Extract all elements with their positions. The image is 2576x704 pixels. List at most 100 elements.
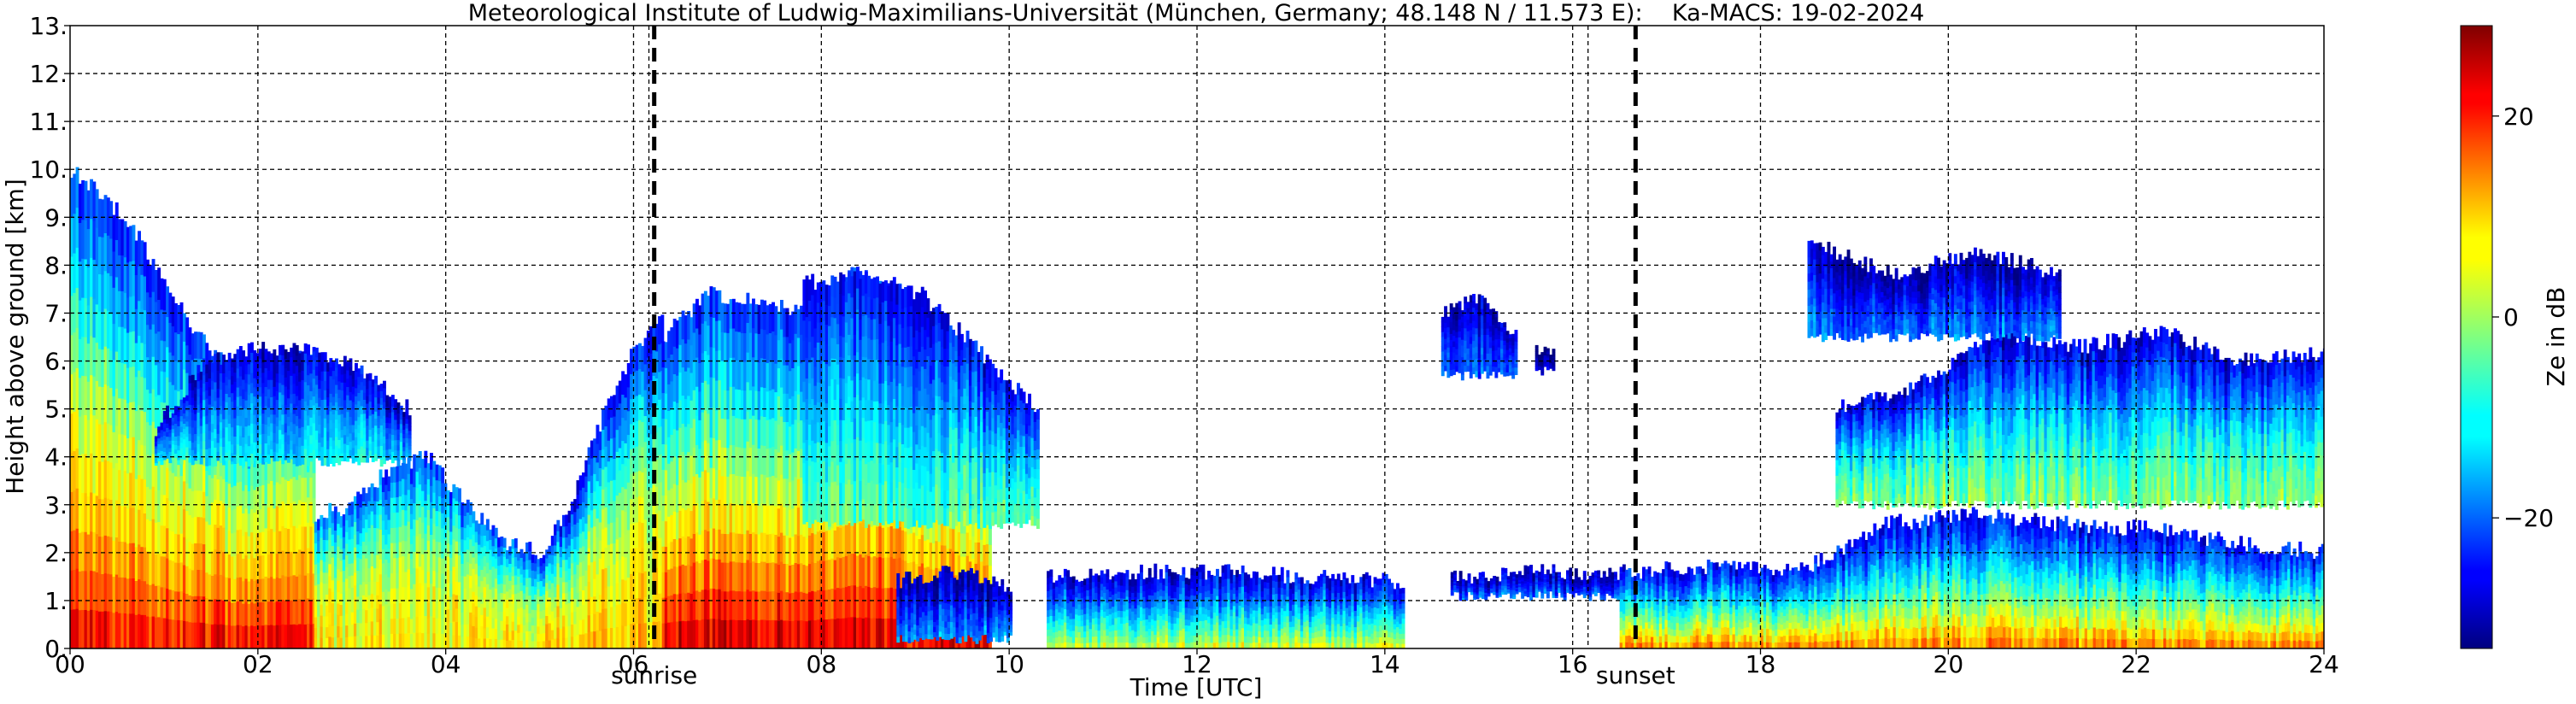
echo-cell xyxy=(698,505,702,535)
echo-cell xyxy=(511,630,515,640)
echo-cell xyxy=(615,385,619,408)
echo-cell xyxy=(371,400,375,408)
echo-cell xyxy=(273,349,277,360)
echo-cell xyxy=(250,554,254,579)
echo-cell xyxy=(191,390,195,398)
echo-cell xyxy=(768,361,772,391)
echo-cell xyxy=(349,425,353,434)
echo-cell xyxy=(624,488,628,513)
echo-cell xyxy=(177,430,181,437)
echo-cell xyxy=(613,543,617,565)
echo-cell xyxy=(84,531,88,572)
echo-cell xyxy=(166,449,169,455)
echo-cell xyxy=(227,601,232,625)
echo-cell xyxy=(800,391,803,421)
echo-cell xyxy=(360,397,364,407)
echo-cell xyxy=(351,385,355,395)
echo-cell xyxy=(258,358,262,368)
echo-cell xyxy=(593,438,597,457)
echo-cell xyxy=(188,404,192,413)
echo-cell xyxy=(365,544,368,559)
echo-cell xyxy=(261,461,266,485)
echo-cell xyxy=(828,589,831,619)
echo-cell xyxy=(126,472,130,509)
echo-cell xyxy=(78,261,82,301)
echo-cell xyxy=(376,501,380,515)
echo-cell xyxy=(357,400,361,409)
echo-cell xyxy=(70,609,73,648)
echo-cell xyxy=(383,408,386,416)
echo-cell xyxy=(402,425,406,430)
echo-cell xyxy=(286,624,290,648)
echo-cell xyxy=(449,570,453,584)
echo-cell xyxy=(692,361,696,390)
echo-cell xyxy=(559,556,563,567)
echo-cell xyxy=(290,440,294,450)
echo-cell xyxy=(670,354,674,382)
echo-cell xyxy=(407,457,411,474)
echo-cell xyxy=(884,618,888,648)
echo-cell xyxy=(146,551,150,584)
echo-cell xyxy=(506,640,509,648)
echo-cell xyxy=(309,477,314,502)
echo-cell xyxy=(322,539,326,551)
echo-cell xyxy=(542,578,546,587)
echo-cell xyxy=(168,589,173,619)
echo-cell xyxy=(556,637,560,648)
echo-cell xyxy=(455,500,459,515)
echo-cell xyxy=(227,578,232,602)
echo-cell xyxy=(345,507,349,521)
echo-cell xyxy=(824,619,829,648)
echo-cell xyxy=(92,570,97,610)
echo-cell xyxy=(340,421,344,431)
echo-cell xyxy=(157,394,161,427)
echo-cell xyxy=(743,476,747,506)
echo-cell xyxy=(539,580,543,589)
echo-cell xyxy=(384,513,389,530)
echo-cell xyxy=(534,640,537,648)
echo-cell xyxy=(270,504,273,530)
echo-cell xyxy=(244,484,249,509)
echo-cell xyxy=(726,303,731,333)
echo-cell xyxy=(326,518,329,530)
echo-cell xyxy=(365,635,368,648)
echo-cell xyxy=(398,542,402,558)
echo-cell xyxy=(177,455,181,461)
echo-cell xyxy=(613,458,617,480)
echo-cell xyxy=(154,522,158,554)
echo-cell xyxy=(720,561,725,592)
echo-cell xyxy=(295,445,299,456)
echo-cell xyxy=(856,524,860,556)
echo-cell xyxy=(432,492,437,508)
echo-cell xyxy=(489,529,493,540)
echo-cell xyxy=(469,502,472,515)
echo-cell xyxy=(214,354,218,364)
echo-cell xyxy=(780,445,783,475)
echo-cell xyxy=(194,426,197,434)
echo-cell xyxy=(624,374,628,398)
echo-cell xyxy=(618,402,622,426)
echo-cell xyxy=(768,303,772,333)
echo-cell xyxy=(805,565,809,594)
echo-cell xyxy=(715,469,719,501)
echo-cell xyxy=(805,593,809,622)
echo-cell xyxy=(405,423,409,429)
echo-cell xyxy=(312,414,316,424)
echo-cell xyxy=(452,511,456,526)
echo-cell xyxy=(219,397,223,407)
echo-cell xyxy=(870,556,874,589)
echo-cell xyxy=(168,459,173,464)
echo-cell xyxy=(194,440,197,448)
echo-cell xyxy=(106,536,110,574)
echo-cell xyxy=(766,419,770,449)
echo-cell xyxy=(517,584,521,593)
echo-cell xyxy=(556,573,560,585)
echo-cell xyxy=(432,554,437,572)
echo-cell xyxy=(513,584,518,595)
echo-cell xyxy=(385,395,390,402)
echo-cell xyxy=(681,536,685,565)
echo-cell xyxy=(878,618,883,648)
echo-cell xyxy=(353,521,357,535)
echo-cell xyxy=(194,447,197,455)
echo-cell xyxy=(576,494,580,509)
